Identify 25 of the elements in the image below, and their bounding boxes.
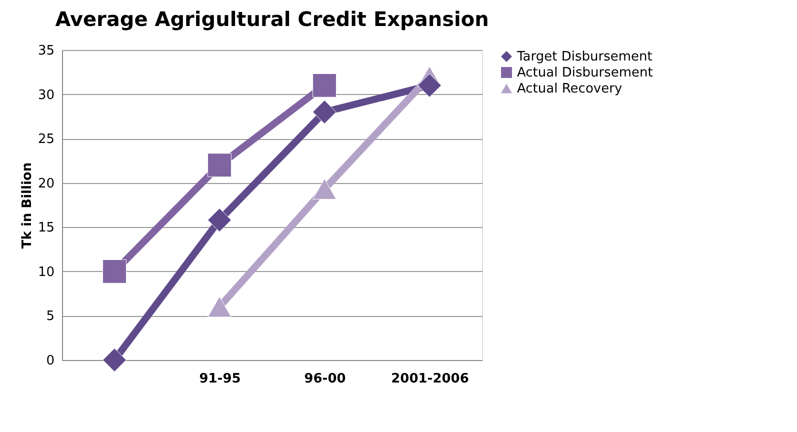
legend-label: Actual Disbursement: [517, 66, 653, 80]
y-tick-label: 25: [38, 132, 54, 148]
point: [208, 296, 232, 318]
y-tick-label: 10: [38, 264, 54, 280]
y-tick-label: 30: [38, 88, 54, 103]
point: [312, 178, 336, 200]
point: [208, 208, 232, 232]
legend-label: Actual Recovery: [517, 82, 622, 96]
legend-label: Target Disbursement: [516, 50, 652, 64]
y-axis-title: Tk in Billion: [20, 162, 35, 249]
y-tick-label: 5: [46, 309, 54, 324]
x-tick-label: 91-95: [199, 372, 241, 386]
y-tick-label: 0: [46, 354, 54, 368]
y-tick-label: 20: [38, 176, 54, 192]
point: [102, 348, 126, 372]
point: [312, 73, 336, 98]
point: [102, 259, 126, 284]
y-tick-label: 15: [38, 220, 54, 236]
point: [208, 153, 232, 178]
x-tick-label: 96-00: [304, 372, 346, 386]
y-tick-label: 35: [38, 44, 54, 58]
point: [418, 73, 442, 98]
point: [312, 100, 336, 124]
chart-title: Average Agrigultural Credit Expansion: [55, 7, 489, 31]
x-tick-label: 2001-2006: [391, 372, 469, 386]
